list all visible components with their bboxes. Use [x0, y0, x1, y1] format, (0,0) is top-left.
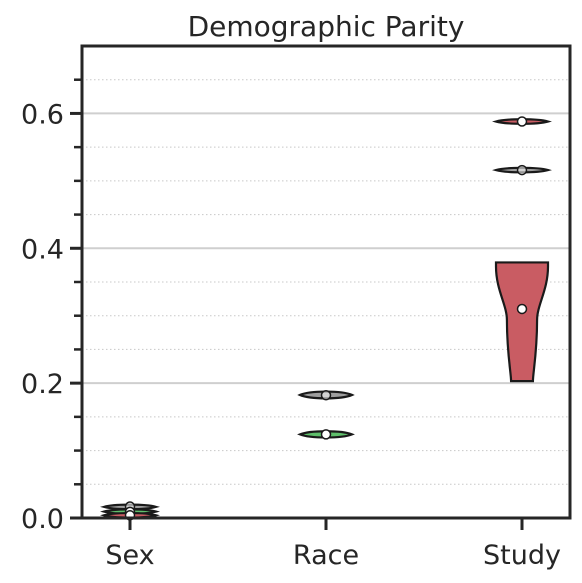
violins: [100, 116, 552, 521]
grid-lines: [82, 79, 570, 485]
x-tick-label: Sex: [105, 540, 154, 571]
median-point: [320, 429, 332, 440]
chart-title: Demographic Parity: [188, 10, 465, 43]
x-tick-label: Race: [293, 540, 359, 571]
y-tick-label: 0.2: [21, 369, 64, 400]
median-point: [516, 116, 528, 127]
plot-frame: [80, 44, 572, 520]
x-tick-label: Study: [483, 540, 561, 571]
median-point: [516, 303, 528, 315]
median-point: [320, 390, 332, 401]
axes: 0.0 0.2 0.4 0.6 Sex Race Study: [21, 78, 561, 571]
y-tick-label: 0.6: [21, 99, 64, 130]
y-tick-label: 0.0: [21, 504, 64, 535]
y-tick-label: 0.4: [21, 234, 64, 265]
violin-body: [494, 261, 550, 383]
median-point: [516, 164, 528, 176]
